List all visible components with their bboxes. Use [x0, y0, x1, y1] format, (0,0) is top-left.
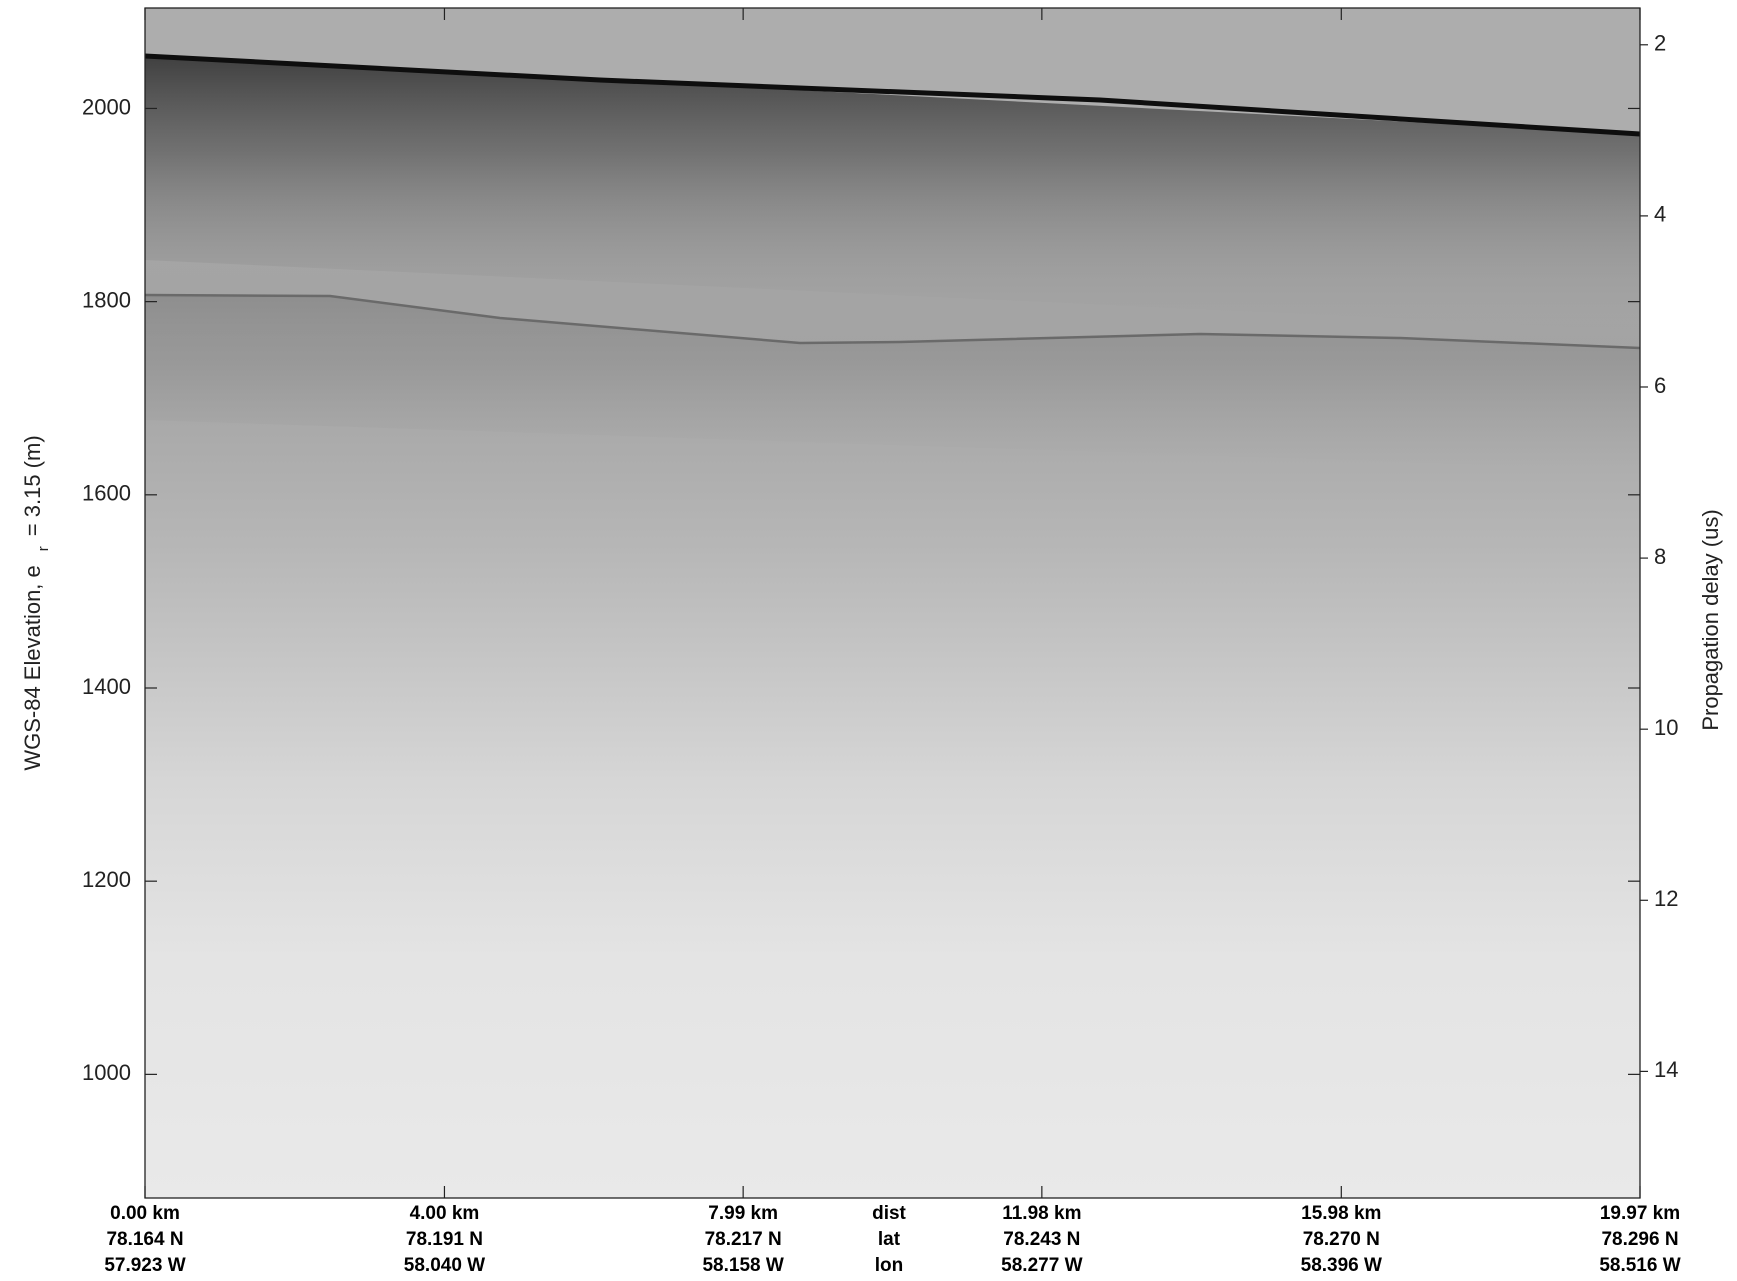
lat-label: 78.296 N [1601, 1229, 1678, 1250]
y-tick-label: 1800 [82, 287, 131, 312]
x-tick-label: 19.97 km [1600, 1203, 1680, 1224]
y2-tick-label: 14 [1654, 1057, 1678, 1082]
y-tick-label: 1200 [82, 867, 131, 892]
lat-label: 78.270 N [1303, 1229, 1380, 1250]
lon-label: 58.158 W [702, 1255, 783, 1276]
lat-label: 78.164 N [106, 1229, 183, 1250]
plot-frame [144, 7, 1641, 1199]
row-label: lat [878, 1229, 901, 1250]
echogram-image [145, 8, 1640, 1198]
y2-tick-label: 6 [1654, 373, 1666, 398]
x-tick-label: 0.00 km [110, 1203, 180, 1224]
y2-axis-label: Propagation delay (us) [1698, 509, 1723, 730]
y-tick-label: 1000 [82, 1060, 131, 1085]
y-label-main: WGS-84 Elevation, e [20, 565, 45, 770]
row-label: dist [872, 1203, 906, 1224]
y-label-sub: r [35, 546, 52, 551]
x-tick-label: 11.98 km [1002, 1203, 1081, 1224]
lat-label: 78.191 N [406, 1229, 483, 1250]
y2-tick-label: 4 [1654, 202, 1666, 227]
x-tick-label: 15.98 km [1301, 1203, 1381, 1224]
y-tick-label: 1600 [82, 481, 131, 506]
lat-label: 78.243 N [1003, 1229, 1080, 1250]
x-tick-label: 4.00 km [410, 1203, 480, 1224]
y-tick-label: 2000 [82, 94, 131, 119]
lon-label: 58.277 W [1001, 1255, 1082, 1276]
lon-label: 58.040 W [404, 1255, 485, 1276]
lon-label: 57.923 W [104, 1255, 185, 1276]
row-label: lon [875, 1255, 904, 1276]
lon-label: 58.396 W [1301, 1255, 1382, 1276]
y-label-end: = 3.15 (m) [20, 435, 45, 536]
lat-label: 78.217 N [705, 1229, 782, 1250]
y2-tick-label: 8 [1654, 544, 1666, 569]
lon-label: 58.516 W [1599, 1255, 1680, 1276]
y2-tick-label: 12 [1654, 886, 1678, 911]
y2-tick-label: 2 [1654, 31, 1666, 56]
y-tick-label: 1400 [82, 674, 131, 699]
x-tick-label: 7.99 km [708, 1203, 778, 1224]
y-axis-label: WGS-84 Elevation, e r = 3.15 (m) [20, 435, 52, 770]
y2-tick-label: 10 [1654, 715, 1678, 740]
